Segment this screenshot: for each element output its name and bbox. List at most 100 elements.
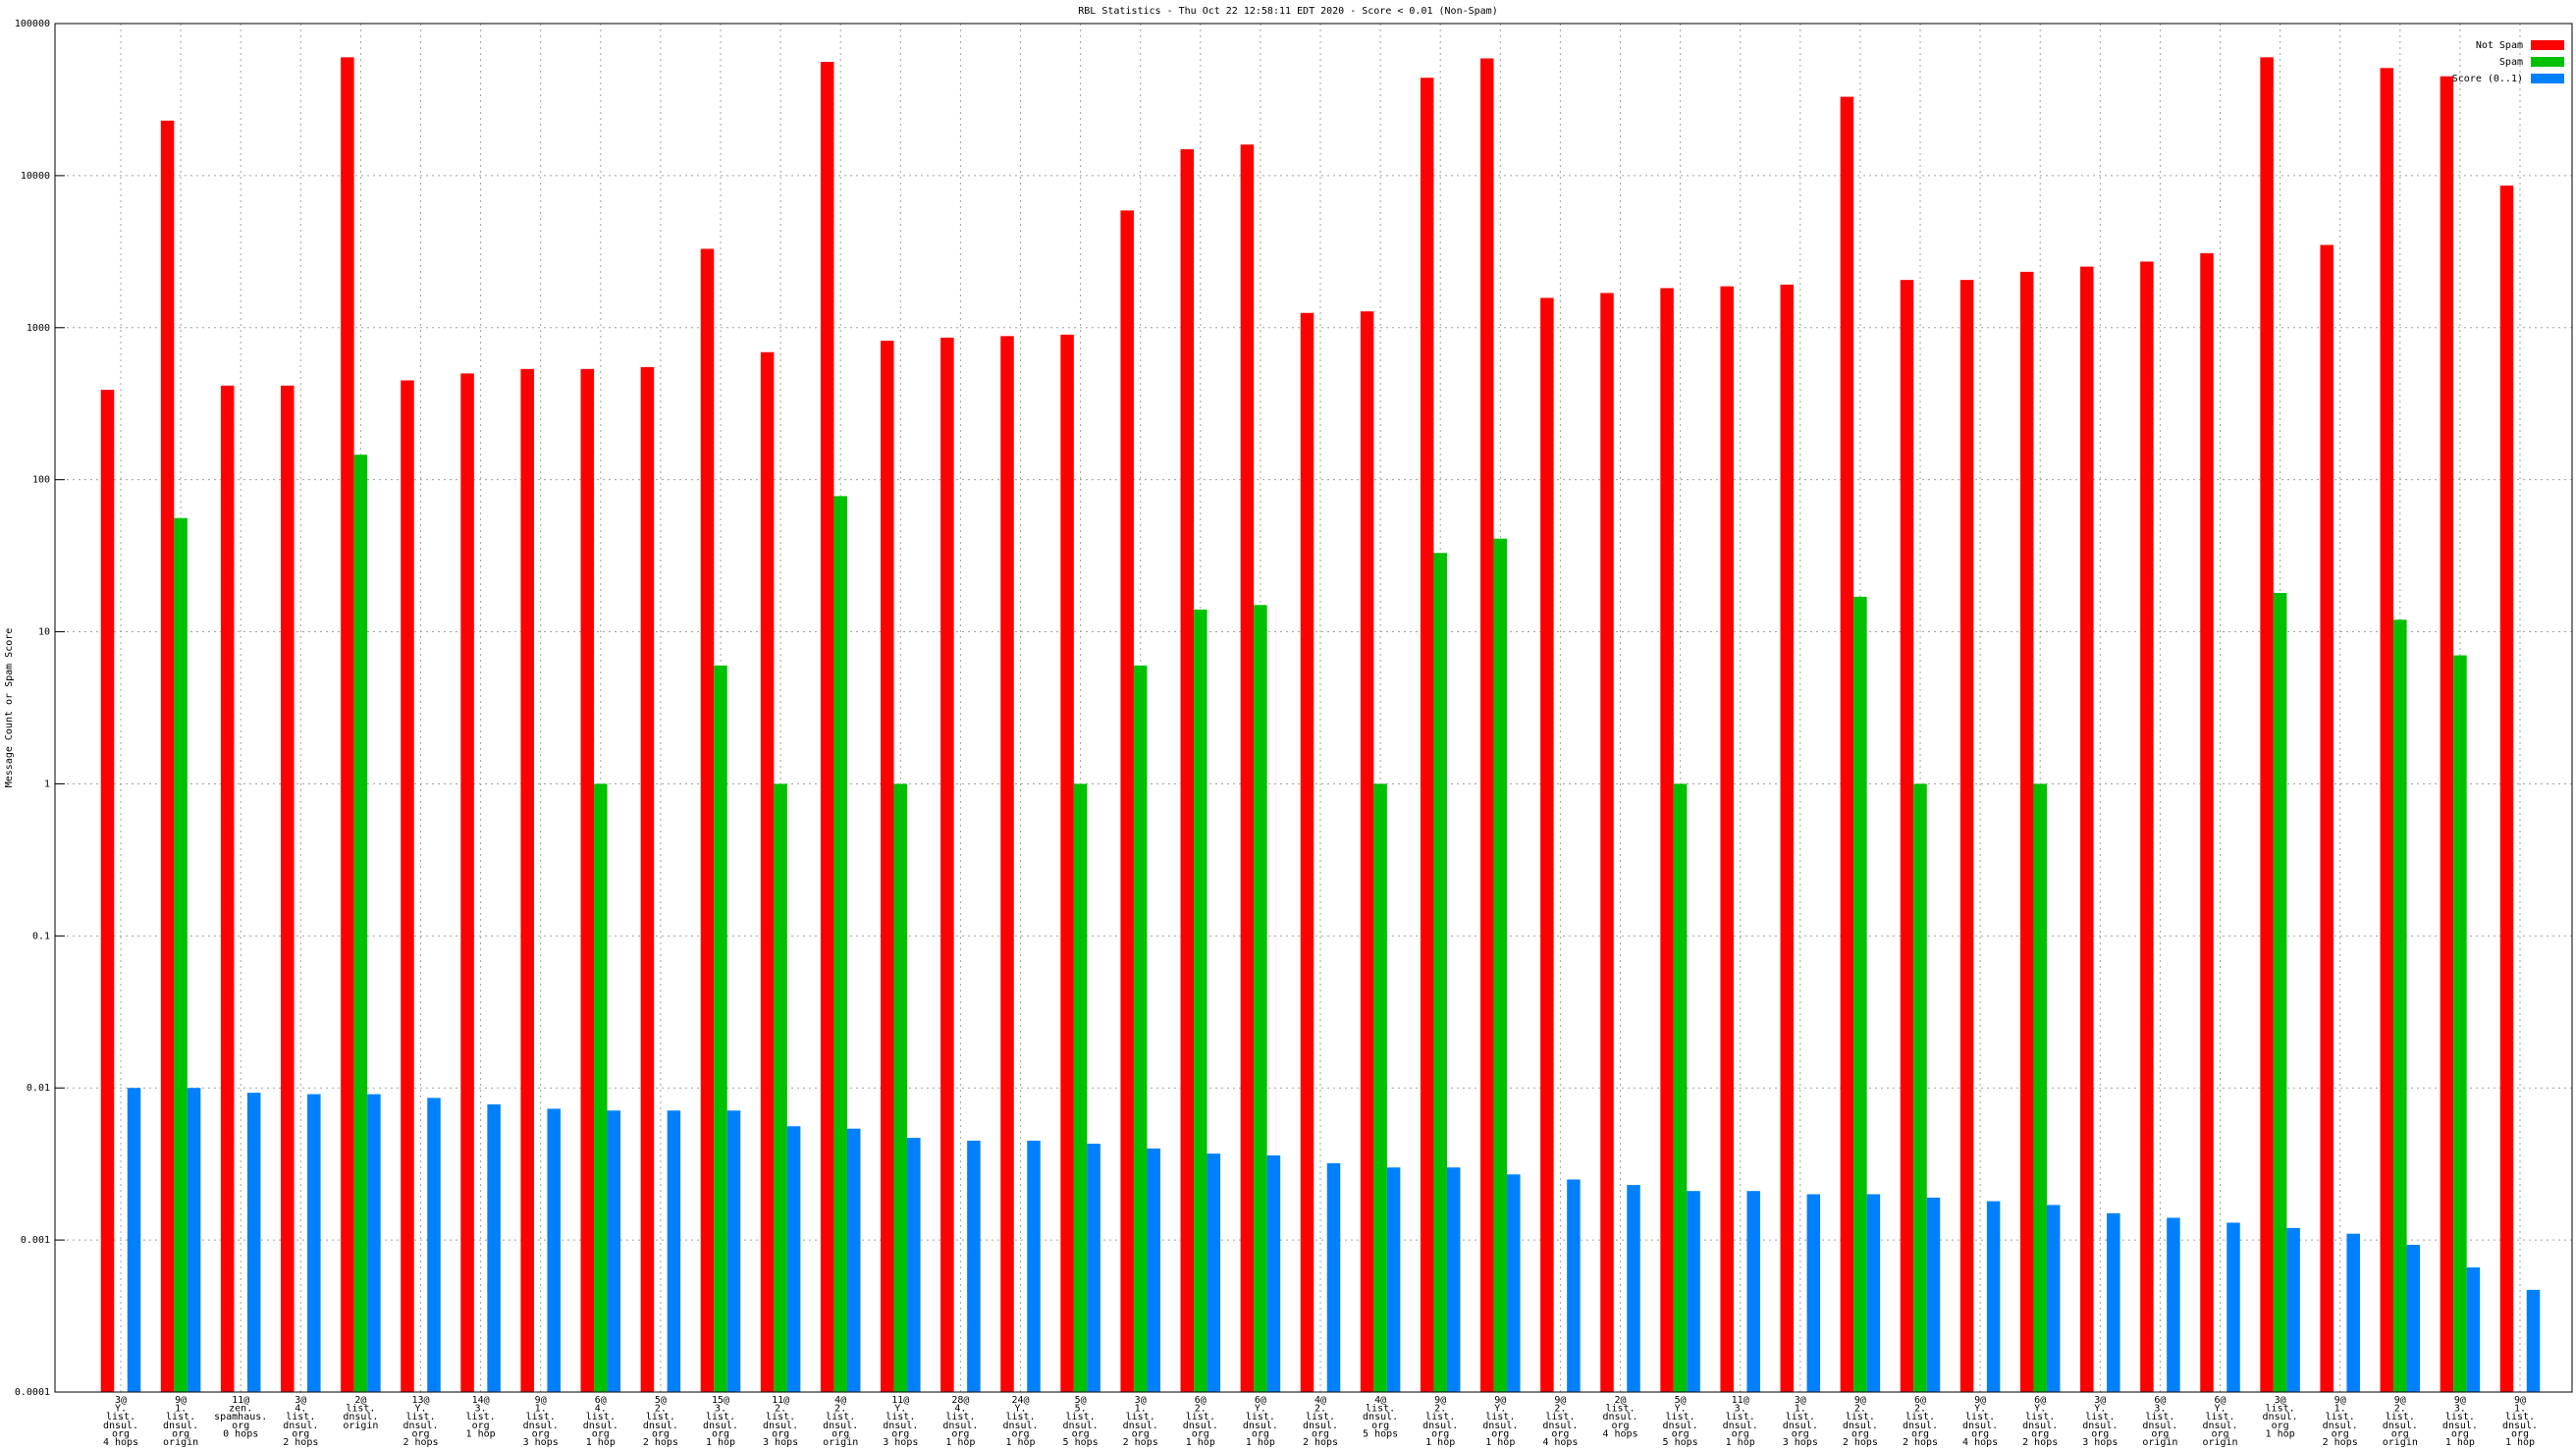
bar (607, 1110, 621, 1392)
bar (174, 517, 188, 1392)
legend-swatch (2531, 40, 2564, 50)
y-axis-label: Message Count or Spam Score (4, 628, 15, 788)
x-tick-label: 3@ 1. list. dnsul. org 3 hops (1783, 1395, 1818, 1448)
bar (2499, 186, 2514, 1393)
bar (907, 1138, 921, 1392)
x-tick-label: 6@ Y. list. dnsul. org 2 hops (2022, 1395, 2058, 1448)
bar (401, 380, 414, 1392)
bar (1373, 783, 1387, 1392)
x-tick-label: 11@ 3. list. dnsul. org 1 hop (1723, 1395, 1758, 1448)
y-tick-label: 1 (44, 778, 50, 789)
bar (1866, 1194, 1881, 1392)
y-tick-label: 0.001 (21, 1235, 50, 1246)
bar (2440, 76, 2454, 1393)
bar (1627, 1185, 1640, 1392)
x-tick-label: 6@ Y. list. dnsul. org 1 hop (1243, 1395, 1278, 1448)
y-tick-label: 10000 (21, 171, 50, 182)
x-tick-label: 4@ 2. list. dnsul. org 2 hops (1303, 1395, 1338, 1448)
x-tick-label: 5@ Y. list. dnsul. org 5 hops (1663, 1395, 1698, 1448)
y-tick-label: 100000 (15, 19, 50, 29)
bar (846, 1128, 861, 1392)
bar (1073, 783, 1088, 1392)
bar (127, 1088, 141, 1392)
x-tick-label: 9@ 1. list. dnsul. org 1 hop (2502, 1395, 2538, 1448)
bar (786, 1126, 801, 1392)
y-tick-label: 0.0001 (15, 1387, 50, 1398)
bar (1806, 1194, 1821, 1392)
bar (2033, 783, 2047, 1392)
bar (2286, 1227, 2300, 1392)
bar (1853, 596, 1867, 1392)
bar (220, 385, 235, 1392)
x-tick-label: 11@ zen. spamhaus. org 0 hops (214, 1395, 267, 1439)
bar (281, 385, 295, 1392)
x-tick-label: 2@ list. dnsul. origin (343, 1395, 378, 1431)
x-tick-label: 24@ Y. list. dnsul. org 1 hop (1002, 1395, 1038, 1448)
x-tick-label: 3@ list. dnsul. org 1 hop (2263, 1395, 2298, 1439)
bar (820, 62, 834, 1392)
bar (2046, 1205, 2061, 1392)
x-tick-label: 9@ 1. list. dnsul. org 3 hops (523, 1395, 559, 1448)
bar (1900, 280, 1914, 1393)
x-tick-label: 28@ 4. list. dnsul. org 1 hop (942, 1395, 978, 1448)
bar (100, 390, 115, 1393)
y-tick-label: 0.1 (32, 931, 50, 941)
bar (1600, 293, 1614, 1392)
x-tick-label: 9@ 2. list. dnsul. org 4 hops (1542, 1395, 1578, 1448)
x-tick-label: 5@ 2. list. dnsul. org 2 hops (643, 1395, 678, 1448)
bar (667, 1110, 681, 1392)
bar (2107, 1212, 2120, 1392)
bar (1060, 334, 1074, 1392)
bar (1133, 665, 1148, 1392)
bar (1266, 1154, 1281, 1392)
y-tick-label: 1000 (27, 323, 50, 334)
bar (2200, 252, 2214, 1392)
bar (460, 373, 474, 1392)
x-tick-label: 9@ 1. list. dnsul. org 2 hops (2323, 1395, 2358, 1448)
bar (2406, 1244, 2421, 1392)
bar (726, 1110, 741, 1392)
bar (187, 1088, 201, 1392)
x-tick-label: 6@ 3. list. dnsul. org origin (2142, 1395, 2177, 1448)
bar (427, 1098, 441, 1392)
legend-label: Score (0..1) (2452, 74, 2523, 84)
x-tick-label: 9@ 1. list. dnsul. org origin (163, 1395, 198, 1448)
bar (2526, 1289, 2541, 1392)
bar (1254, 605, 1267, 1392)
bar (1660, 288, 1674, 1392)
x-tick-label: 4@ 2. list. dnsul. org origin (823, 1395, 858, 1448)
bar (2019, 271, 2034, 1392)
x-tick-label: 13@ Y. list. dnsul. org 2 hops (402, 1395, 438, 1448)
x-tick-label: 9@ 2. list. dnsul. org 1 hop (1422, 1395, 1458, 1448)
bar (2273, 593, 2287, 1392)
x-tick-label: 9@ Y. list. dnsul. org 4 hops (1962, 1395, 1998, 1448)
bar (833, 496, 847, 1392)
chart-title: RBL Statistics - Thu Oct 22 12:58:11 EDT… (1078, 6, 1497, 17)
bar (2260, 57, 2274, 1392)
x-tick-label: 6@ Y. list. dnsul. org origin (2202, 1395, 2237, 1448)
bar (1207, 1154, 1221, 1392)
bar (714, 665, 727, 1392)
bar (1087, 1143, 1100, 1392)
bar (700, 248, 715, 1393)
bar (774, 783, 787, 1392)
bar (594, 783, 608, 1392)
bar (1446, 1167, 1461, 1392)
bar (2453, 655, 2467, 1392)
bar (893, 783, 908, 1392)
bar (2140, 261, 2154, 1392)
bar (940, 337, 954, 1393)
bar (1326, 1162, 1341, 1392)
x-tick-label: 4@ list. dnsul. org 5 hops (1363, 1395, 1398, 1439)
bar (2080, 266, 2094, 1393)
bar (1360, 311, 1374, 1393)
bar (1913, 783, 1927, 1392)
x-tick-label: 9@ 2. list. dnsul. org 2 hops (1843, 1395, 1878, 1448)
bar (1420, 78, 1434, 1392)
bar (487, 1103, 501, 1392)
bar (1540, 297, 1554, 1393)
legend-label: Not Spam (2476, 40, 2523, 51)
plot-frame (54, 23, 2573, 1393)
bar (1746, 1191, 1760, 1392)
